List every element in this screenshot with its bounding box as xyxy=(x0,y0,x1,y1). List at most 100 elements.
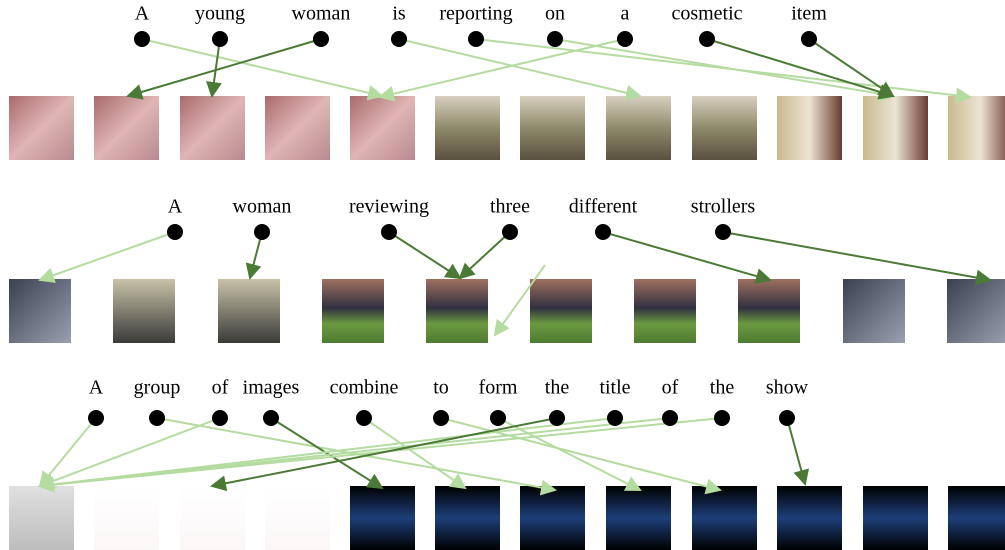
word-node xyxy=(801,31,817,47)
word: on xyxy=(545,3,565,25)
video-frame xyxy=(606,486,671,550)
word-node xyxy=(502,224,518,240)
video-frame xyxy=(350,486,415,550)
alignment-arrow xyxy=(602,231,772,284)
word-node xyxy=(254,224,270,240)
word-node xyxy=(167,224,183,240)
word: of xyxy=(662,377,679,399)
alignment-arrow xyxy=(210,417,558,492)
word: woman xyxy=(292,3,351,25)
word: the xyxy=(545,377,570,399)
word-node xyxy=(490,410,506,426)
video-frame xyxy=(606,96,671,160)
video-frame xyxy=(843,279,905,343)
video-frame xyxy=(777,486,842,550)
word-node xyxy=(547,31,563,47)
word: item xyxy=(791,3,827,25)
alignment-arrow xyxy=(126,38,322,100)
video-frame xyxy=(738,279,800,343)
video-frame xyxy=(94,96,159,160)
word: strollers xyxy=(691,196,756,218)
alignment-arrow xyxy=(363,417,467,490)
word: combine xyxy=(330,377,399,399)
word-node xyxy=(595,224,611,240)
video-frame xyxy=(426,279,488,343)
word-node xyxy=(212,410,228,426)
word-node xyxy=(662,410,678,426)
alignment-arrow xyxy=(38,231,176,283)
word-node xyxy=(779,410,795,426)
word: a xyxy=(621,3,630,25)
video-frame xyxy=(218,279,280,343)
word: three xyxy=(490,196,530,218)
word: form xyxy=(479,377,518,399)
word-node xyxy=(617,31,633,47)
word-node xyxy=(212,31,228,47)
alignment-arrow xyxy=(493,264,546,337)
word-node xyxy=(549,410,565,426)
word: is xyxy=(392,3,406,25)
word: A xyxy=(89,377,104,399)
word-node xyxy=(356,410,372,426)
alignment-arrow xyxy=(786,417,810,486)
video-frame xyxy=(530,279,592,343)
video-frame xyxy=(634,279,696,343)
video-frame xyxy=(435,96,500,160)
word: the xyxy=(710,377,735,399)
word: images xyxy=(243,377,300,399)
word-node xyxy=(433,410,449,426)
word: to xyxy=(433,377,449,399)
word-node xyxy=(263,410,279,426)
video-frame xyxy=(692,486,757,550)
word: different xyxy=(569,196,638,218)
word: young xyxy=(195,3,245,25)
word-node xyxy=(699,31,715,47)
word: reviewing xyxy=(349,196,429,218)
word: A xyxy=(168,196,183,218)
video-frame xyxy=(948,486,1005,550)
word: group xyxy=(134,377,181,399)
word: reporting xyxy=(439,3,512,25)
video-frame xyxy=(520,96,585,160)
video-frame xyxy=(113,279,175,343)
video-frame xyxy=(948,96,1005,160)
word-node xyxy=(134,31,150,47)
word-node xyxy=(381,224,397,240)
video-frame xyxy=(350,96,415,160)
word: of xyxy=(212,377,229,399)
alignment-arrow xyxy=(38,417,221,489)
alignment-arrow xyxy=(722,231,992,286)
word-node xyxy=(714,410,730,426)
word-node xyxy=(715,224,731,240)
video-frame xyxy=(435,486,500,550)
word-node xyxy=(88,410,104,426)
video-frame xyxy=(9,486,74,550)
word: woman xyxy=(233,196,292,218)
word: cosmetic xyxy=(671,3,742,25)
alignment-arrow xyxy=(388,231,462,280)
word-node xyxy=(607,410,623,426)
word: show xyxy=(766,377,809,399)
word: title xyxy=(599,377,630,399)
video-frame xyxy=(777,96,842,160)
word-node xyxy=(391,31,407,47)
video-frame xyxy=(9,96,74,160)
alignment-arrow xyxy=(206,38,222,98)
alignment-arrow xyxy=(141,38,384,101)
video-frame xyxy=(692,96,757,160)
video-frame xyxy=(863,96,928,160)
alignment-arrow xyxy=(440,417,722,495)
video-frame xyxy=(180,486,245,550)
word-node xyxy=(313,31,329,47)
video-frame xyxy=(94,486,159,550)
video-frame xyxy=(863,486,928,550)
alignment-arrow xyxy=(706,38,895,100)
video-frame xyxy=(265,486,330,550)
video-frame xyxy=(322,279,384,343)
word-node xyxy=(468,31,484,47)
video-frame xyxy=(520,486,585,550)
alignment-arrow xyxy=(554,38,895,102)
alignment-arrow xyxy=(458,231,511,280)
